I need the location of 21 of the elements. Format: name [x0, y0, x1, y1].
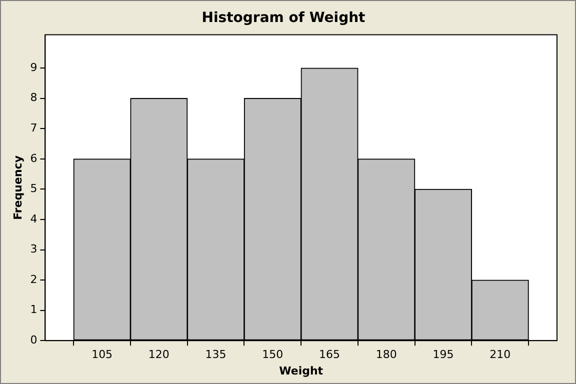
x-tick-label: 210 — [490, 348, 511, 362]
x-tick-label: 120 — [148, 348, 170, 362]
y-tick-label: 9 — [30, 60, 38, 74]
y-tick-label: 2 — [30, 272, 38, 286]
y-tick-label: 6 — [30, 152, 38, 165]
x-tick-label: 105 — [92, 348, 113, 362]
x-tick-label: 135 — [205, 348, 226, 362]
y-axis-title: Frequency — [11, 156, 24, 220]
x-axis-title: Weight — [279, 364, 324, 378]
y-tick-label: 1 — [30, 303, 38, 316]
x-tick-label: 180 — [376, 348, 397, 362]
x-tick-label: 195 — [432, 348, 454, 362]
y-tick-label: 7 — [30, 122, 38, 135]
y-tick-label: 5 — [30, 182, 38, 196]
x-tick-label: 165 — [319, 348, 340, 362]
y-tick-label: 0 — [30, 333, 38, 346]
x-tick-label: 150 — [262, 348, 284, 362]
y-tick-label: 4 — [30, 212, 38, 226]
chart-title: Histogram of Weight — [202, 10, 366, 26]
y-tick-label: 3 — [30, 242, 38, 256]
y-tick-label: 8 — [30, 91, 38, 104]
